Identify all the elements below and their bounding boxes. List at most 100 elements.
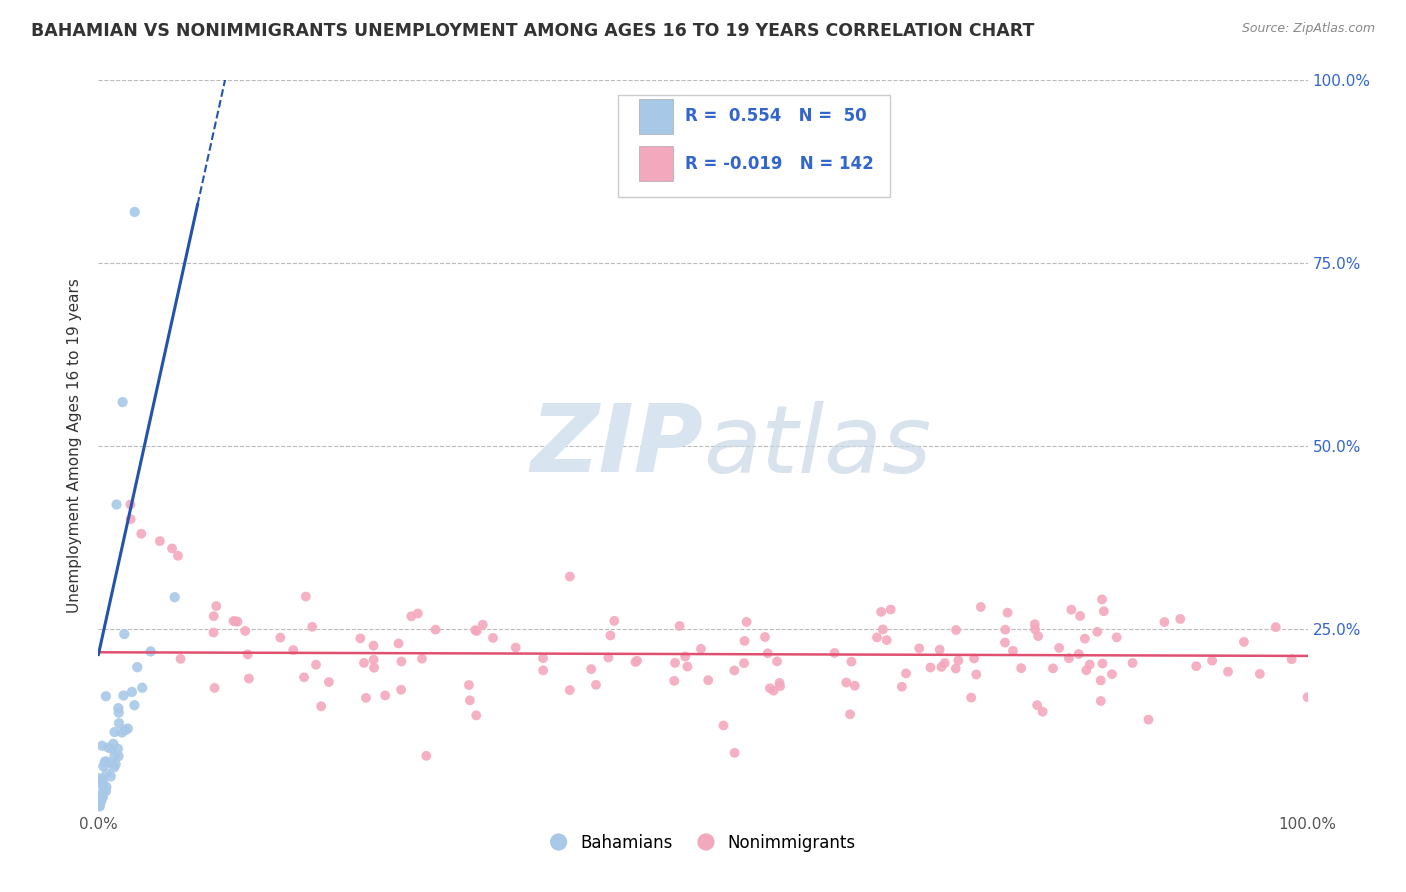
Point — [1216, 665, 1239, 679]
Text: R = -0.019   N = 142: R = -0.019 N = 142 — [685, 154, 873, 173]
Point — [224, 615, 246, 629]
Point — [876, 633, 898, 648]
Point — [93, 780, 115, 795]
Point — [766, 654, 789, 668]
Point — [94, 784, 117, 798]
Point — [1057, 651, 1080, 665]
Point — [1201, 654, 1223, 668]
Point — [127, 660, 149, 674]
Point — [104, 725, 127, 739]
Point — [387, 636, 409, 650]
Point — [531, 651, 554, 665]
Point — [353, 656, 375, 670]
Point — [676, 659, 699, 673]
Point — [139, 644, 162, 658]
Point — [100, 756, 122, 771]
Point — [114, 723, 136, 738]
Point — [598, 650, 620, 665]
FancyBboxPatch shape — [619, 95, 890, 197]
Point — [970, 599, 993, 614]
Point — [945, 623, 967, 637]
Point — [673, 649, 696, 664]
Point — [205, 599, 228, 613]
Point — [1026, 629, 1049, 643]
Point — [1026, 698, 1049, 712]
Point — [90, 791, 112, 805]
Point — [100, 741, 122, 756]
Point — [458, 693, 481, 707]
Point — [1249, 666, 1271, 681]
Point — [1090, 673, 1112, 688]
Point — [1042, 661, 1064, 675]
Point — [204, 681, 226, 695]
Point — [401, 609, 423, 624]
Point — [425, 623, 447, 637]
Point — [713, 718, 735, 732]
Point — [471, 617, 494, 632]
Legend: Bahamians, Nonimmigrants: Bahamians, Nonimmigrants — [544, 827, 862, 858]
Text: atlas: atlas — [703, 401, 931, 491]
Point — [756, 646, 779, 660]
Point — [866, 631, 889, 645]
Point — [96, 766, 118, 780]
Point — [103, 737, 125, 751]
Point — [1078, 657, 1101, 672]
Point — [626, 654, 648, 668]
Point — [91, 739, 114, 753]
Point — [759, 681, 782, 696]
Point — [305, 657, 328, 672]
Point — [104, 757, 127, 772]
Point — [960, 690, 983, 705]
Point — [894, 666, 917, 681]
Point — [1296, 690, 1319, 705]
Point — [90, 776, 112, 790]
Point — [131, 681, 153, 695]
Point — [664, 656, 686, 670]
Point — [1281, 652, 1303, 666]
Point — [1233, 635, 1256, 649]
Point — [103, 749, 125, 764]
Point — [107, 706, 129, 720]
Point — [599, 628, 621, 642]
Point — [112, 689, 135, 703]
Point — [579, 662, 602, 676]
Point — [124, 698, 146, 713]
Point — [841, 655, 863, 669]
Point — [169, 652, 191, 666]
Point — [1153, 615, 1175, 629]
Point — [1001, 644, 1024, 658]
Point — [1122, 656, 1144, 670]
Point — [415, 748, 437, 763]
Point — [111, 725, 134, 739]
Point — [96, 780, 118, 794]
Point — [1137, 713, 1160, 727]
Point — [1074, 632, 1097, 646]
Point — [879, 602, 901, 616]
Point — [96, 755, 118, 769]
Point — [1185, 659, 1208, 673]
Point — [482, 631, 505, 645]
Point — [890, 680, 912, 694]
Point — [723, 746, 745, 760]
Point — [1010, 661, 1032, 675]
Point — [236, 648, 259, 662]
Point — [465, 624, 488, 638]
Point — [997, 606, 1019, 620]
Point — [1091, 657, 1114, 671]
Point — [91, 774, 114, 789]
Point — [105, 498, 128, 512]
Point — [844, 679, 866, 693]
Point — [824, 646, 846, 660]
Point — [100, 770, 122, 784]
Point — [111, 395, 134, 409]
Point — [226, 615, 249, 629]
Point — [948, 654, 970, 668]
Point — [202, 625, 225, 640]
Point — [697, 673, 720, 688]
Point — [120, 512, 142, 526]
Point — [994, 623, 1017, 637]
Point — [363, 653, 385, 667]
Point — [762, 683, 785, 698]
Point — [295, 590, 318, 604]
Text: Source: ZipAtlas.com: Source: ZipAtlas.com — [1241, 22, 1375, 36]
